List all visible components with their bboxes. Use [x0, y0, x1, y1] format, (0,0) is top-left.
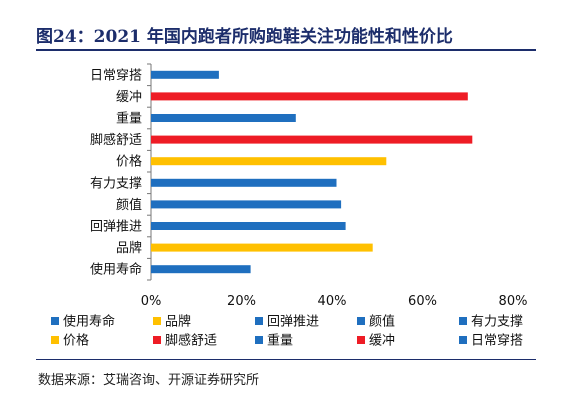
- x-axis-ticks: 0% 20% 40% 60% 80%: [141, 294, 528, 309]
- legend-swatch: [459, 336, 467, 344]
- legend-label: 回弹推进: [267, 315, 319, 330]
- x-tick-label: 60%: [408, 294, 437, 309]
- legend-swatch: [51, 317, 59, 325]
- legend-swatch: [51, 336, 59, 344]
- legend-swatch: [255, 336, 263, 344]
- category-label: 回弹推进: [90, 220, 142, 235]
- x-tick-label: 40%: [318, 294, 347, 309]
- legend-label: 日常穿搭: [471, 333, 523, 349]
- bar-4: [151, 135, 473, 144]
- chart-axes: [147, 63, 152, 281]
- legend-label: 重量: [267, 333, 293, 349]
- bar-10: [151, 265, 251, 274]
- category-label: 颜值: [116, 197, 142, 213]
- category-label: 日常穿搭: [90, 67, 142, 83]
- bar-2: [151, 92, 468, 101]
- legend-swatch: [153, 317, 161, 325]
- bar-8: [151, 222, 346, 230]
- bar-7: [151, 200, 342, 209]
- legend-label: 使用寿命: [63, 314, 115, 330]
- category-label: 重量: [116, 111, 142, 127]
- bar-3: [151, 114, 296, 122]
- legend-label: 价格: [63, 333, 89, 349]
- category-label: 有力支撑: [90, 176, 142, 191]
- legend-label: 颜值: [369, 314, 395, 330]
- title-divider: [36, 49, 536, 51]
- legend-label: 脚感舒适: [165, 333, 217, 349]
- category-label: 缓冲: [116, 90, 142, 105]
- source-note: 数据来源：艾瑞咨询、开源证券研究所: [38, 373, 260, 388]
- legend-label: 缓冲: [369, 334, 395, 349]
- x-tick-label: 80%: [499, 294, 528, 309]
- category-label: 品牌: [116, 240, 142, 256]
- bar-5: [151, 157, 387, 166]
- legend-label: 品牌: [165, 314, 191, 330]
- legend-swatch: [255, 317, 263, 325]
- source-divider: [36, 359, 536, 360]
- category-label: 使用寿命: [90, 262, 142, 278]
- legend-swatch: [459, 317, 467, 325]
- legend-label: 有力支撑: [471, 315, 523, 330]
- bar-1: [151, 70, 219, 79]
- legend-swatch: [357, 336, 365, 344]
- bar-6: [151, 178, 337, 187]
- chart-bars: [151, 70, 473, 274]
- x-tick-label: 20%: [227, 294, 256, 309]
- category-label: 价格: [116, 154, 142, 170]
- legend-swatch: [357, 317, 365, 325]
- category-label: 脚感舒适: [90, 132, 142, 148]
- chart-title: 图24：2021 年国内跑者所购跑鞋关注功能性和性价比: [36, 27, 453, 47]
- legend-swatch: [153, 336, 161, 344]
- x-tick-label: 0%: [141, 294, 162, 309]
- bar-9: [151, 243, 373, 252]
